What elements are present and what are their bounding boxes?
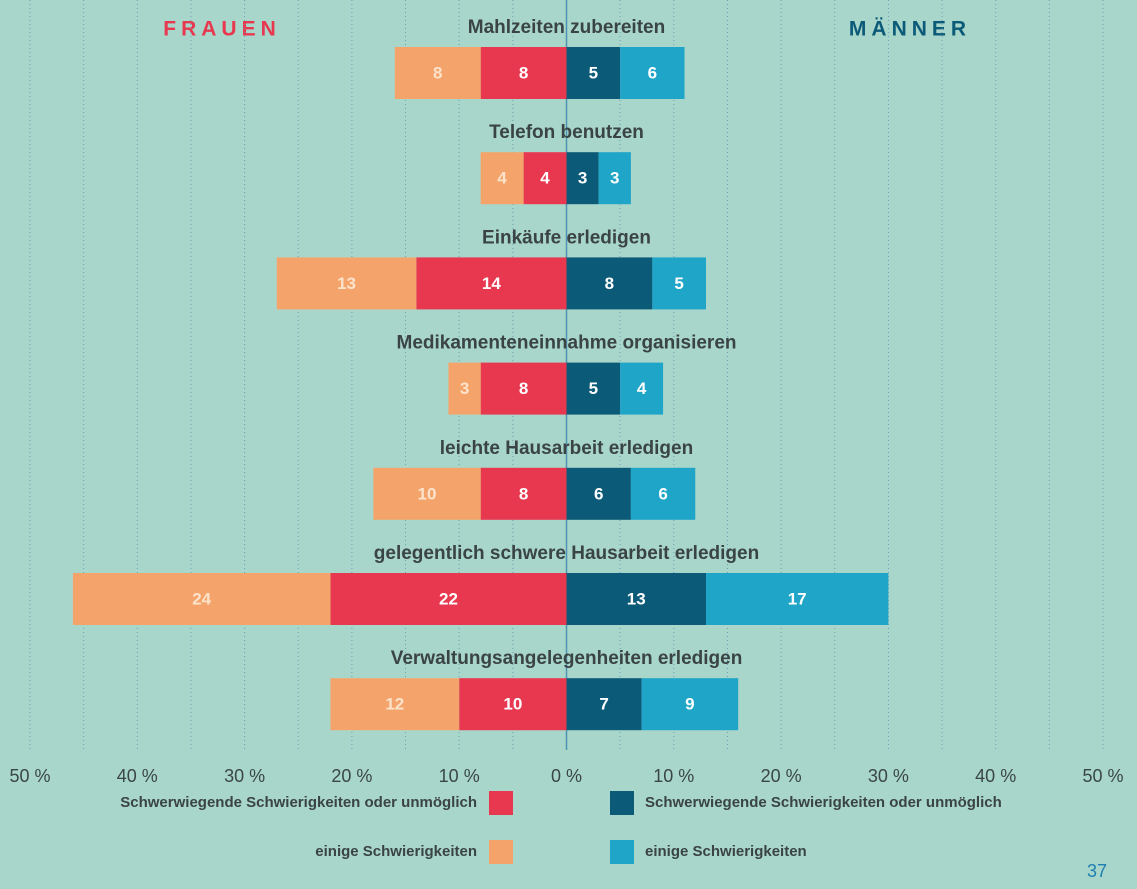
value-label: 9	[685, 695, 694, 714]
legend-swatch	[610, 791, 634, 815]
value-label: 5	[674, 274, 683, 293]
value-label: 8	[605, 274, 614, 293]
value-label: 6	[594, 484, 603, 503]
value-label: 3	[578, 169, 587, 188]
value-label: 22	[439, 589, 458, 608]
category-label: Einkäufe erledigen	[482, 227, 651, 248]
category-label: Mahlzeiten zubereiten	[468, 17, 665, 38]
value-label: 7	[599, 695, 608, 714]
side-label-right: MÄNNER	[849, 18, 971, 41]
chart: FRAUEN MÄNNER 37 50 %40 %30 %20 %10 %0 %…	[0, 0, 1137, 889]
x-tick-label: 30 %	[224, 766, 265, 786]
x-tick-label: 0 %	[551, 766, 582, 786]
value-label: 13	[337, 274, 356, 293]
value-label: 12	[385, 695, 404, 714]
legend-label: Schwerwiegende Schwierigkeiten oder unmö…	[120, 794, 477, 811]
value-label: 8	[519, 379, 528, 398]
value-label: 6	[648, 63, 657, 82]
value-label: 24	[192, 589, 211, 608]
value-label: 13	[627, 589, 646, 608]
legend-label: einige Schwierigkeiten	[315, 843, 477, 860]
category-label: Verwaltungsangelegenheiten erledigen	[391, 648, 743, 669]
legend-label: einige Schwierigkeiten	[645, 843, 807, 860]
value-label: 10	[503, 695, 522, 714]
value-label: 17	[788, 589, 807, 608]
x-tick-label: 40 %	[117, 766, 158, 786]
value-label: 10	[418, 484, 437, 503]
legend-label: Schwerwiegende Schwierigkeiten oder unmö…	[645, 794, 1002, 811]
x-tick-label: 50 %	[1082, 766, 1123, 786]
legend-swatch	[489, 791, 513, 815]
x-tick-label: 10 %	[653, 766, 694, 786]
legend-swatch	[489, 840, 513, 864]
category-label: leichte Hausarbeit erledigen	[440, 438, 693, 459]
category-label: Telefon benutzen	[489, 122, 644, 143]
legend-swatch	[610, 840, 634, 864]
value-label: 14	[482, 274, 501, 293]
value-label: 8	[433, 63, 442, 82]
x-tick-label: 40 %	[975, 766, 1016, 786]
value-label: 3	[460, 379, 469, 398]
value-label: 4	[540, 169, 550, 188]
value-label: 4	[637, 379, 647, 398]
x-tick-label: 50 %	[9, 766, 50, 786]
x-tick-label: 20 %	[331, 766, 372, 786]
value-label: 6	[658, 484, 667, 503]
value-label: 8	[519, 484, 528, 503]
value-label: 3	[610, 169, 619, 188]
value-label: 8	[519, 63, 528, 82]
value-label: 5	[589, 379, 598, 398]
side-label-left: FRAUEN	[163, 18, 281, 41]
value-label: 5	[589, 63, 598, 82]
x-tick-label: 20 %	[761, 766, 802, 786]
category-label: Medikamenteneinnahme organisieren	[397, 333, 737, 354]
category-label: gelegentlich schwere Hausarbeit erledige…	[374, 543, 759, 564]
x-tick-label: 10 %	[439, 766, 480, 786]
value-label: 4	[497, 169, 507, 188]
page-number: 37	[1087, 861, 1107, 881]
x-tick-label: 30 %	[868, 766, 909, 786]
